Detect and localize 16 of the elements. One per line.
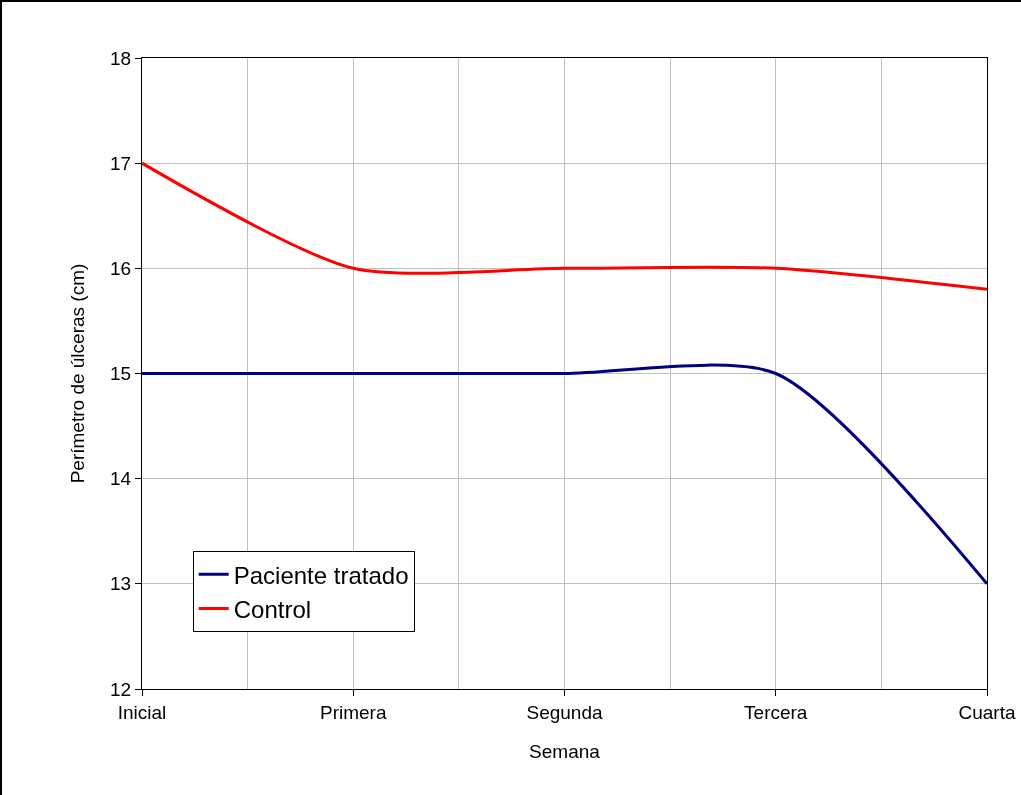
x-tick-label: Segunda (526, 701, 603, 723)
x-tick-label: Inicial (117, 701, 167, 723)
y-tick-label: 13 (110, 573, 132, 595)
y-tick-label: 18 (110, 47, 132, 69)
x-tick-label: Cuarta (958, 701, 1016, 723)
x-axis-title: Semana (529, 740, 601, 762)
legend-label: Control (233, 595, 312, 623)
y-tick-label: 15 (110, 363, 132, 385)
y-tick-label: 14 (110, 468, 132, 490)
y-tick-label: 16 (110, 257, 132, 279)
legend-label: Paciente tratado (233, 561, 409, 589)
y-tick-label: 12 (110, 678, 132, 700)
y-tick-label: 17 (110, 152, 132, 174)
x-tick-label: Primera (319, 701, 387, 723)
x-tick-label: Tercera (744, 701, 808, 723)
y-axis-title: Perímetro de úlceras (cm) (66, 263, 88, 484)
